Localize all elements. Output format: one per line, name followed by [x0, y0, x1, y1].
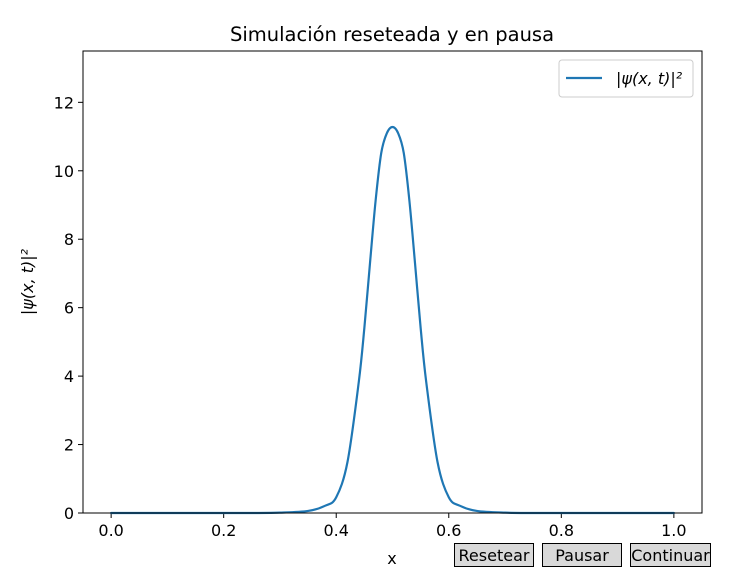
plot-area [83, 51, 702, 513]
continue-button[interactable]: Continuar [630, 543, 711, 567]
legend-label: |ψ(x, t)|² [616, 69, 683, 88]
y-tick-label: 2 [64, 436, 74, 455]
x-tick-label: 0.0 [98, 521, 123, 540]
legend: |ψ(x, t)|² [558, 59, 694, 98]
y-tick-label: 4 [64, 367, 74, 386]
x-tick-label: 0.4 [324, 521, 349, 540]
y-tick-label: 0 [64, 504, 74, 523]
x-tick-label: 0.8 [549, 521, 574, 540]
x-tick-label: 0.2 [211, 521, 236, 540]
y-tick-label: 8 [64, 230, 74, 249]
y-tick-label: 6 [64, 299, 74, 318]
chart-title: Simulación reseteada y en pausa [230, 23, 554, 46]
y-axis-label: |ψ(x, t)|² [18, 248, 37, 315]
plot-frame [82, 50, 703, 514]
legend-box [558, 59, 694, 98]
y-tick-label: 12 [54, 93, 74, 112]
x-tick-label: 0.6 [436, 521, 461, 540]
y-axis-ticks: 0 2 4 6 8 10 12 [54, 93, 83, 523]
reset-button[interactable]: Resetear [454, 543, 534, 567]
x-tick-label: 1.0 [661, 521, 686, 540]
x-axis-ticks: 0.0 0.2 0.4 0.6 0.8 1.0 [98, 513, 687, 540]
pause-button[interactable]: Pausar [542, 543, 622, 567]
x-axis-label: x [387, 549, 396, 568]
y-tick-label: 10 [54, 162, 74, 181]
